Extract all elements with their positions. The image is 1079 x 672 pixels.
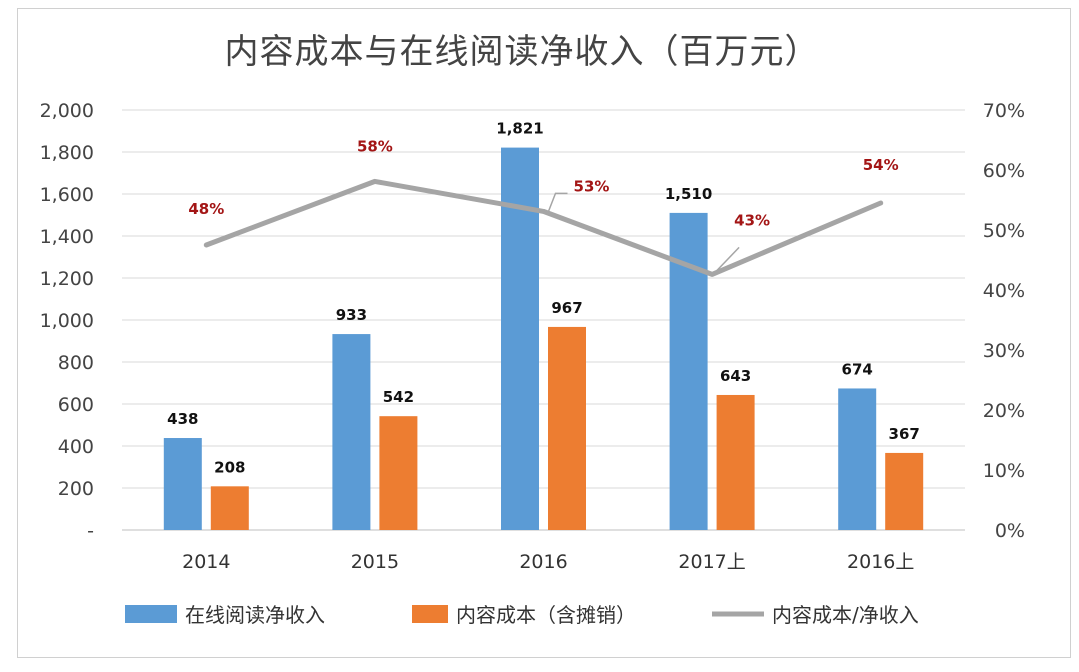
gridlines bbox=[122, 109, 965, 531]
left-tick-label: 1,600 bbox=[40, 184, 94, 206]
left-tick-label: 1,400 bbox=[40, 226, 94, 248]
bar-data-label: 933 bbox=[336, 306, 367, 324]
legend-label: 在线阅读净收入 bbox=[185, 603, 325, 627]
right-tick-label: 0% bbox=[995, 520, 1025, 542]
left-tick-label: 600 bbox=[58, 394, 94, 416]
category-label: 2017上 bbox=[678, 551, 745, 573]
label-leader-line bbox=[547, 192, 568, 212]
bar-net-revenue bbox=[163, 438, 202, 530]
bar-content-cost bbox=[885, 452, 924, 530]
legend: 在线阅读净收入 内容成本（含摊销） 内容成本/净收入 bbox=[125, 603, 919, 627]
bar-data-label: 367 bbox=[889, 425, 920, 443]
ratio-line-path bbox=[203, 178, 884, 277]
ratio-data-label: 54% bbox=[863, 156, 899, 174]
left-tick-label: - bbox=[87, 520, 94, 542]
left-tick-label: 200 bbox=[58, 478, 94, 500]
bar-data-label: 208 bbox=[214, 458, 245, 476]
right-tick-label: 30% bbox=[983, 340, 1025, 362]
bar-net-revenue bbox=[332, 334, 371, 530]
bars: 438 208 933 542 1,821 967 1,510 643 674 367 bbox=[163, 120, 924, 530]
bar-data-label: 1,821 bbox=[496, 120, 543, 138]
bar-content-cost bbox=[210, 486, 249, 530]
ratio-data-label: 48% bbox=[188, 200, 224, 218]
bar-content-cost bbox=[379, 416, 418, 530]
bar-data-label: 967 bbox=[551, 299, 582, 317]
category-label: 2016 bbox=[519, 551, 567, 573]
bar-data-label: 643 bbox=[720, 367, 751, 385]
left-tick-label: 2,000 bbox=[40, 100, 94, 122]
bar-data-label: 674 bbox=[842, 360, 873, 378]
label-leader-line bbox=[714, 246, 740, 273]
ratio-line: 48% 58% 53% 43% 54% bbox=[188, 137, 899, 277]
category-label: 2016上 bbox=[847, 551, 914, 573]
ratio-data-label: 58% bbox=[357, 137, 393, 155]
ratio-data-label: 43% bbox=[734, 211, 770, 229]
left-axis: - 200 400 600 800 1,000 1,200 1,400 1,600 1,800 2,… bbox=[40, 100, 94, 542]
left-tick-label: 1,200 bbox=[40, 268, 94, 290]
category-label: 2015 bbox=[351, 551, 399, 573]
category-label: 2014 bbox=[182, 551, 230, 573]
bar-data-label: 542 bbox=[383, 388, 414, 406]
bar-content-cost bbox=[716, 394, 755, 530]
right-tick-label: 10% bbox=[983, 460, 1025, 482]
ratio-data-label: 53% bbox=[574, 177, 610, 195]
left-tick-label: 1,800 bbox=[40, 142, 94, 164]
bar-data-label: 438 bbox=[167, 410, 198, 428]
right-tick-label: 50% bbox=[983, 220, 1025, 242]
left-tick-label: 1,000 bbox=[40, 310, 94, 332]
chart-frame bbox=[17, 8, 1071, 658]
left-tick-label: 800 bbox=[58, 352, 94, 374]
chart-title: 内容成本与在线阅读净收入（百万元） bbox=[225, 32, 820, 72]
right-tick-label: 70% bbox=[983, 100, 1025, 122]
bar-net-revenue bbox=[838, 388, 877, 530]
right-axis: 0% 10% 20% 30% 40% 50% 60% 70% bbox=[983, 100, 1025, 542]
right-tick-label: 60% bbox=[983, 160, 1025, 182]
left-tick-label: 400 bbox=[58, 436, 94, 458]
bar-content-cost bbox=[548, 326, 586, 530]
legend-label: 内容成本（含摊销） bbox=[456, 603, 636, 627]
right-tick-label: 20% bbox=[983, 400, 1025, 422]
category-axis: 2014 2015 2016 2017上 2016上 bbox=[182, 551, 914, 573]
right-tick-label: 40% bbox=[983, 280, 1025, 302]
legend-label: 内容成本/净收入 bbox=[772, 603, 919, 627]
legend-swatch bbox=[412, 605, 448, 623]
bar-data-label: 1,510 bbox=[665, 185, 712, 203]
legend-swatch bbox=[125, 605, 177, 623]
